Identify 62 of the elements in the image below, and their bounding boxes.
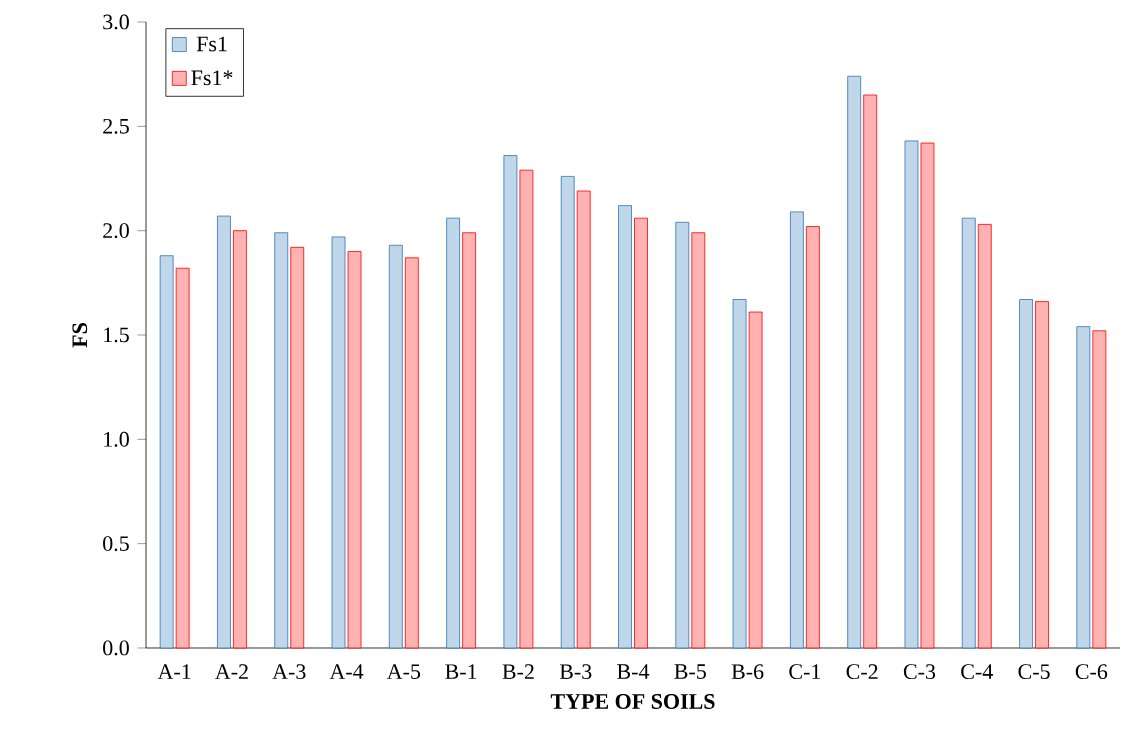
bar — [847, 75, 862, 649]
bar — [732, 299, 747, 649]
bar — [691, 232, 706, 649]
bar — [347, 251, 362, 649]
x-tick-label: C-6 — [1075, 664, 1108, 680]
bar — [1019, 299, 1033, 649]
x-tick-label: B-6 — [731, 664, 764, 680]
bar — [576, 190, 591, 649]
x-tick-label: B-3 — [559, 664, 592, 680]
bar — [175, 267, 190, 649]
bar — [748, 311, 763, 649]
bar — [634, 217, 648, 649]
bar — [789, 211, 804, 649]
bar — [217, 215, 231, 649]
bar — [404, 257, 419, 649]
x-tick-label: C-2 — [846, 664, 878, 680]
x-tick-label: C-4 — [961, 664, 993, 680]
x-tick-label: B-4 — [617, 664, 650, 679]
bar — [1092, 330, 1107, 649]
bar — [503, 155, 518, 649]
bar — [519, 169, 534, 649]
bar — [863, 94, 878, 649]
x-tick-label: C-3 — [903, 664, 936, 680]
bar — [675, 221, 690, 649]
y-tick-label: 2.0 — [103, 223, 129, 239]
bar — [1035, 301, 1049, 649]
bar — [904, 140, 919, 649]
bar — [446, 217, 461, 649]
y-tick-label: 1.5 — [104, 327, 129, 343]
x-tick-label: B-1 — [445, 664, 477, 679]
bar — [274, 232, 289, 649]
bar — [331, 236, 346, 649]
y-tick-label: 0.0 — [103, 640, 129, 656]
bar — [977, 224, 992, 649]
x-tick-label: A-1 — [157, 664, 191, 679]
y-tick-label: 1.0 — [104, 431, 129, 447]
bar — [388, 244, 403, 649]
legend-label: Fs1 — [196, 36, 227, 52]
x-tick-label: A-2 — [215, 664, 248, 679]
x-tick-label: A-3 — [272, 664, 306, 680]
x-tick-label: C-1 — [789, 664, 821, 680]
bar — [1076, 326, 1091, 649]
bar — [290, 246, 305, 649]
bar — [618, 205, 632, 649]
y-tick-label: 2.5 — [103, 118, 129, 134]
x-tick-label: B-5 — [674, 664, 706, 679]
y-tick-label: 0.5 — [103, 536, 129, 552]
bar — [920, 142, 935, 649]
bar — [159, 255, 174, 649]
y-axis-title: FS — [72, 323, 88, 348]
bar — [805, 226, 820, 649]
x-tick-label: C-5 — [1018, 664, 1050, 680]
x-axis-title: TYPE OF SOILS — [550, 694, 715, 709]
bar — [560, 176, 575, 649]
x-tick-label: A-4 — [329, 664, 364, 679]
x-tick-label: B-2 — [502, 664, 534, 679]
y-tick-label: 3.0 — [103, 14, 129, 30]
x-tick-label: A-5 — [386, 664, 421, 679]
bar — [233, 230, 247, 649]
legend-label: Fs1* — [191, 70, 233, 86]
bar — [961, 217, 976, 649]
bar — [462, 232, 477, 649]
